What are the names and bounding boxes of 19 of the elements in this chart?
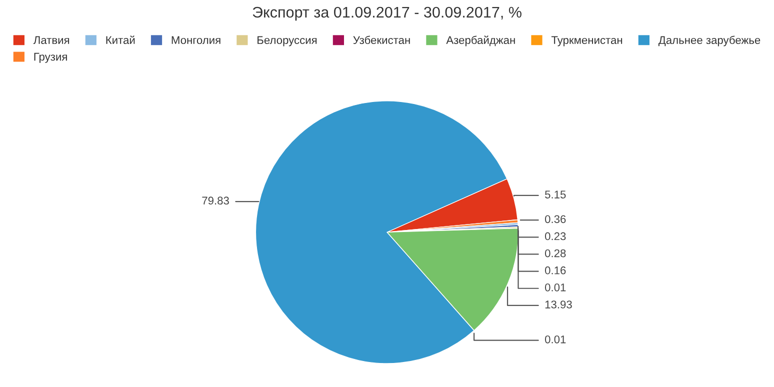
legend-label: Дальнее зарубежье bbox=[658, 36, 760, 46]
legend-label: Азербайджан bbox=[446, 36, 515, 46]
legend-label: Узбекистан bbox=[353, 36, 410, 44]
data-label: 79.83 bbox=[202, 196, 229, 205]
legend-label: Монголия bbox=[172, 36, 220, 44]
legend-label: Латвия bbox=[33, 36, 70, 44]
data-label: 0.23 bbox=[545, 232, 566, 240]
data-label: 0.01 bbox=[545, 335, 566, 344]
data-label: 0.01 bbox=[545, 283, 566, 292]
legend-label: Китай bbox=[106, 36, 135, 44]
data-label: 5.15 bbox=[545, 190, 566, 198]
legend-label: Грузия bbox=[34, 52, 67, 63]
data-label: 0.36 bbox=[545, 215, 566, 224]
data-label: 0.16 bbox=[545, 266, 566, 274]
chart-title: Экспорт за 01.09.2017 - 30.09.2017, % bbox=[252, 6, 522, 21]
data-label: 0.28 bbox=[545, 249, 566, 258]
data-label: 13.93 bbox=[545, 300, 572, 308]
legend-label: Белоруссия bbox=[258, 36, 317, 46]
legend-label: Туркменистан bbox=[551, 36, 622, 46]
